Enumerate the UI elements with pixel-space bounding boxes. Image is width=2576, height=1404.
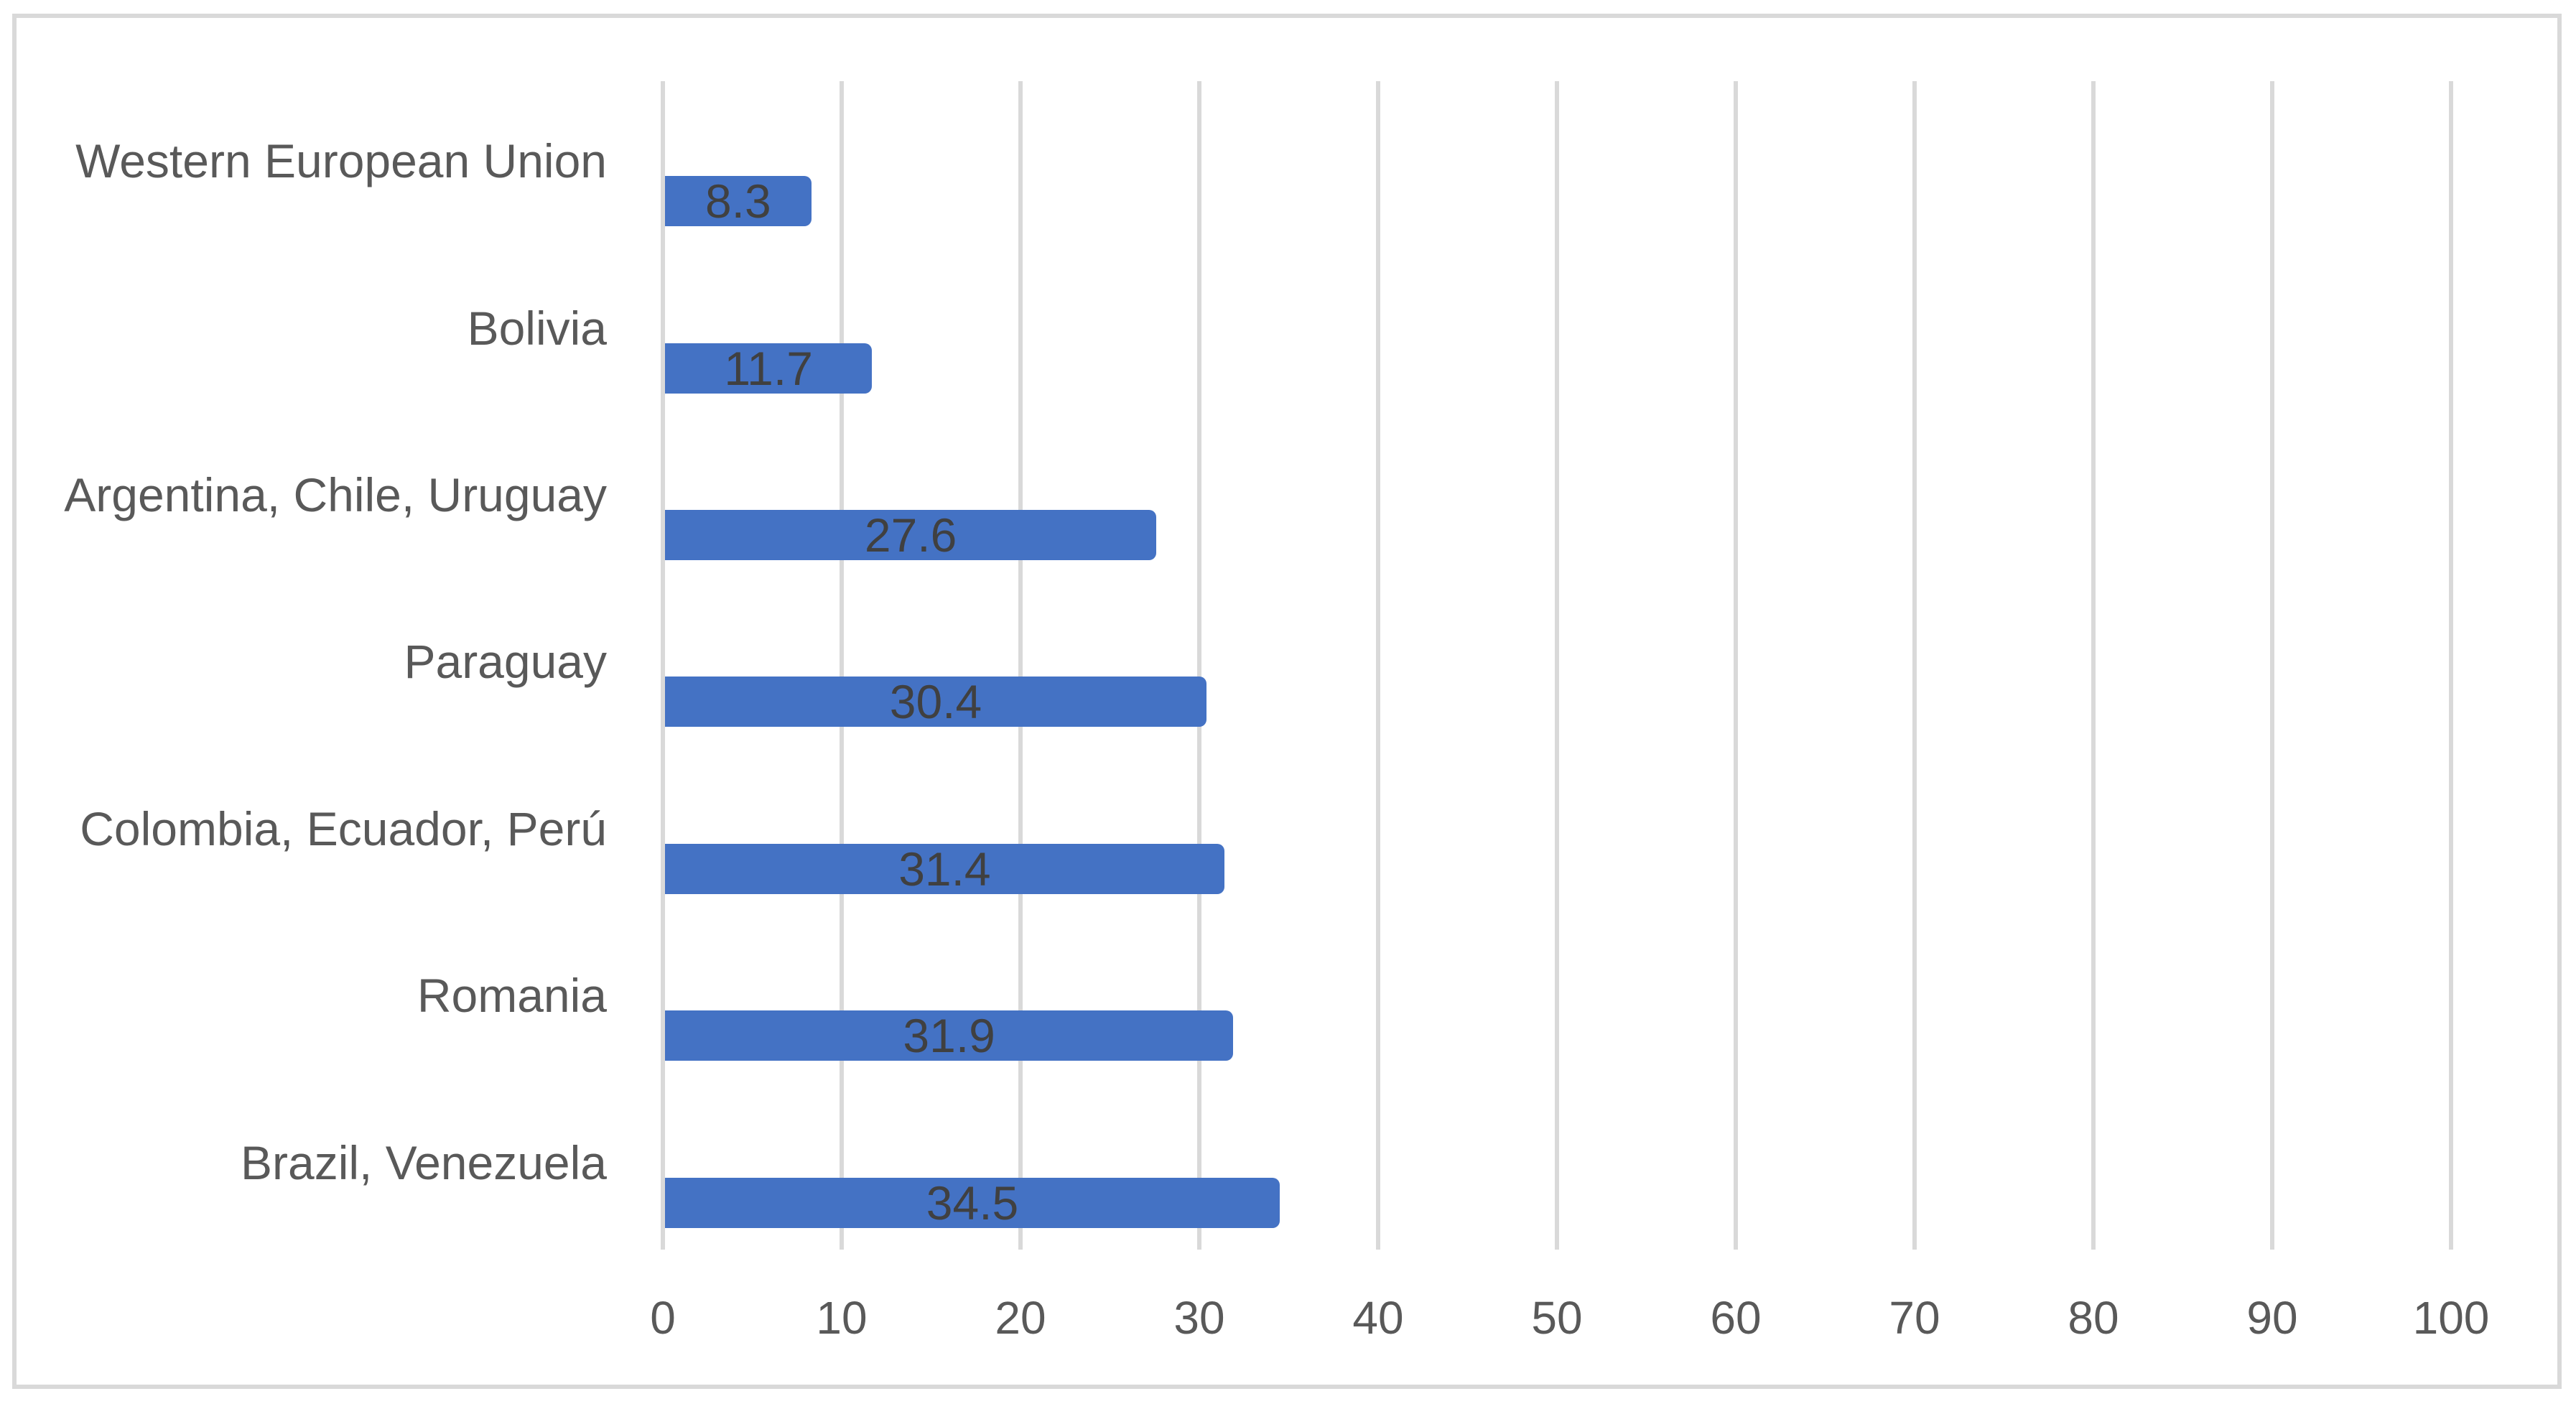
chart-frame: [12, 14, 2562, 1389]
gridline-x-60: [1734, 81, 1738, 1250]
category-label: Bolivia: [467, 301, 607, 355]
x-tick-label-0: 0: [650, 1292, 676, 1344]
chart-row: Colombia, Ecuador, Perú 31.4: [0, 749, 2576, 916]
data-label: 27.6: [864, 508, 957, 562]
category-label: Paraguay: [404, 635, 607, 689]
bar-3: 30.4: [665, 675, 1206, 729]
x-tick-label-70: 70: [1889, 1292, 1940, 1344]
bar-0: 8.3: [665, 175, 812, 228]
gridline-x-80: [2091, 81, 2096, 1250]
gridline-x-50: [1555, 81, 1559, 1250]
chart-row: Argentina, Chile, Uruguay 27.6: [0, 415, 2576, 582]
gridline-x-20: [1018, 81, 1023, 1250]
category-label: Brazil, Venezuela: [241, 1135, 607, 1189]
x-tick-label-90: 90: [2246, 1292, 2298, 1344]
x-tick-label-60: 60: [1710, 1292, 1762, 1344]
chart-row: Brazil, Venezuela 34.5: [0, 1083, 2576, 1250]
data-label: 34.5: [926, 1176, 1019, 1229]
chart-row: Romania 31.9: [0, 916, 2576, 1082]
gridline-x-90: [2270, 81, 2274, 1250]
data-label: 31.4: [898, 842, 991, 896]
data-label: 11.7: [724, 341, 813, 395]
gridline-x-70: [1912, 81, 1917, 1250]
x-tick-label-20: 20: [995, 1292, 1046, 1344]
x-tick-label-80: 80: [2068, 1292, 2119, 1344]
category-label: Colombia, Ecuador, Perú: [80, 801, 607, 855]
bar-1: 11.7: [665, 341, 873, 395]
x-tick-label-40: 40: [1352, 1292, 1404, 1344]
category-label: Argentina, Chile, Uruguay: [64, 468, 607, 522]
plot-area: [663, 81, 2451, 1250]
chart-row: Bolivia 11.7: [0, 248, 2576, 414]
gridline-x-40: [1376, 81, 1380, 1250]
x-tick-label-100: 100: [2412, 1292, 2490, 1344]
data-label: 31.9: [903, 1009, 995, 1063]
bar-5: 31.9: [665, 1009, 1234, 1063]
x-tick-label-30: 30: [1173, 1292, 1225, 1344]
gridline-x-0: [661, 81, 665, 1250]
data-label: 8.3: [705, 175, 771, 228]
gridline-x-30: [1197, 81, 1201, 1250]
chart-row: Western European Union 8.3: [0, 81, 2576, 248]
bar-6: 34.5: [665, 1176, 1280, 1229]
category-label: Romania: [417, 969, 607, 1023]
chart-row: Paraguay 30.4: [0, 582, 2576, 748]
bar-2: 27.6: [665, 508, 1157, 562]
gridline-x-100: [2449, 81, 2453, 1250]
gridline-x-10: [840, 81, 844, 1250]
category-label: Western European Union: [75, 134, 607, 188]
bar-4: 31.4: [665, 842, 1224, 896]
data-label: 30.4: [889, 675, 982, 729]
x-tick-label-10: 10: [816, 1292, 868, 1344]
x-tick-label-50: 50: [1531, 1292, 1583, 1344]
